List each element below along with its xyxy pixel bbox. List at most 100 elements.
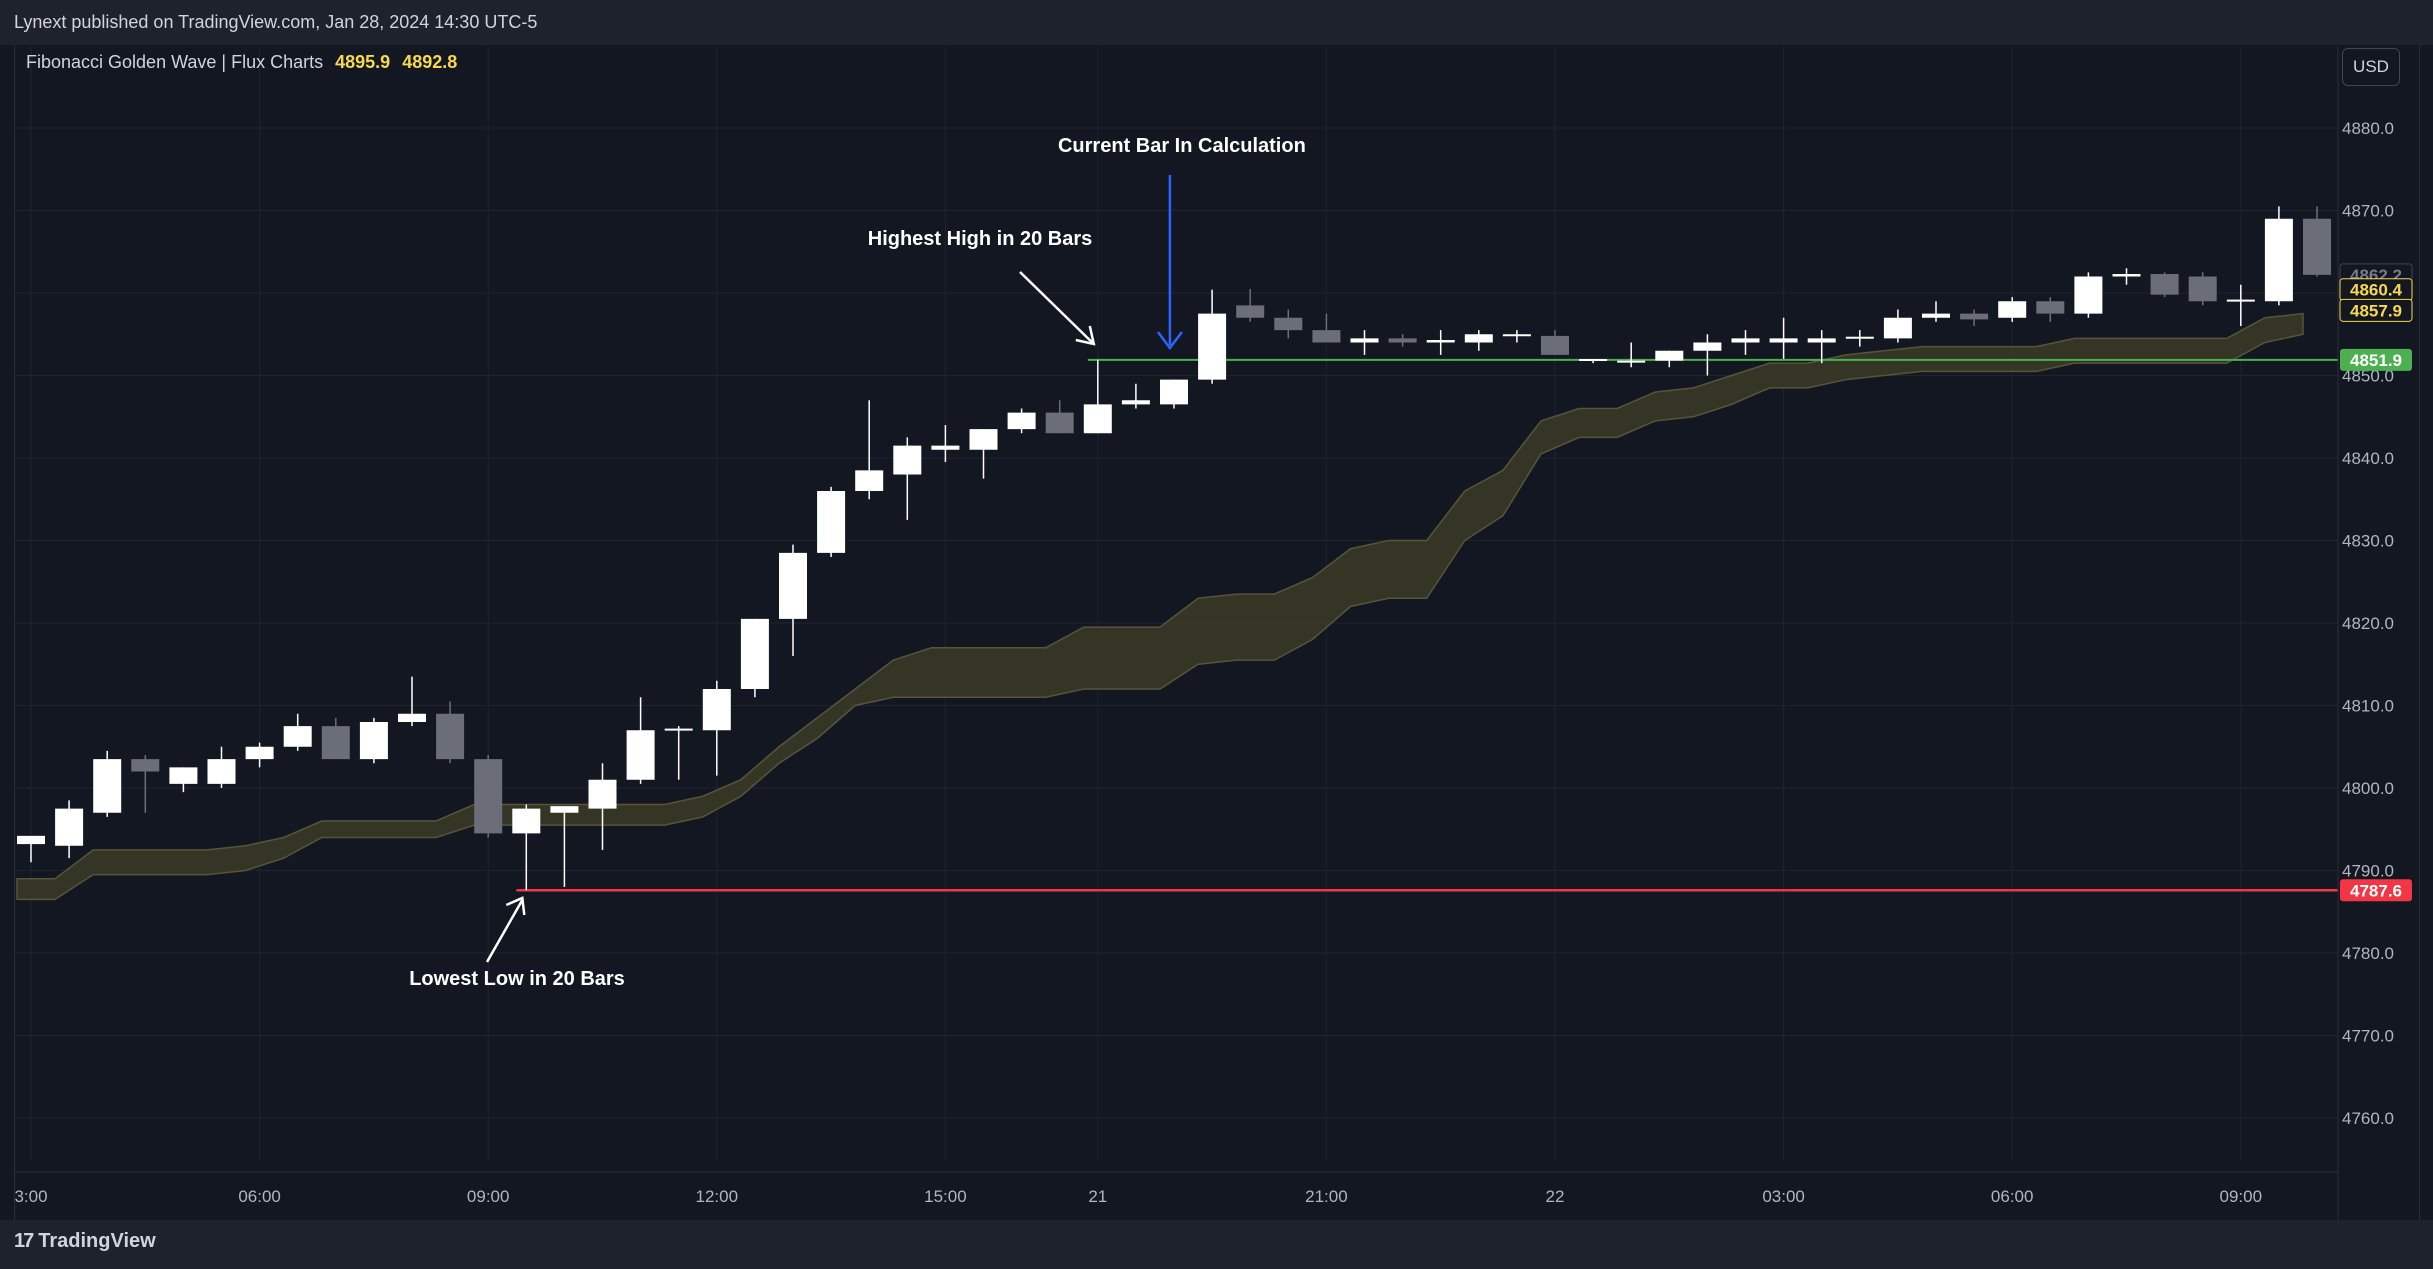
candle-body xyxy=(17,835,45,845)
candle-body xyxy=(1007,412,1036,430)
indicator-value-2: 4892.8 xyxy=(402,52,458,72)
publisher-text: Lynext published on TradingView.com, Jan… xyxy=(14,12,538,32)
candle-body xyxy=(1655,350,1684,361)
y-tick-label: 4820.0 xyxy=(2342,614,2394,633)
candle-body xyxy=(779,552,807,619)
candle-body xyxy=(1121,400,1150,405)
lowest-low-label: Lowest Low in 20 Bars xyxy=(409,968,625,990)
candle-body xyxy=(1350,338,1379,343)
y-tick-label: 4870.0 xyxy=(2342,202,2394,221)
level-lines xyxy=(516,358,2338,892)
candle-body xyxy=(1960,313,1989,320)
x-tick-label: 06:00 xyxy=(238,1187,281,1206)
candle-body xyxy=(2226,299,2255,302)
indicator-value-1: 4895.9 xyxy=(335,52,391,72)
golden-wave-band xyxy=(16,312,2304,901)
candle-body xyxy=(1312,330,1341,343)
footer-bar: 17 TradingView xyxy=(0,1220,2433,1269)
x-tick-label: 15:00 xyxy=(924,1187,967,1206)
candle-body xyxy=(1198,313,1227,380)
candle-body xyxy=(931,445,960,450)
candle-body xyxy=(1579,359,1608,361)
candle-body xyxy=(1693,342,1722,351)
candle-body xyxy=(702,689,731,731)
candle-body xyxy=(1883,317,1912,339)
price-tag-highest-high-bg xyxy=(2340,348,2412,371)
golden-wave-band-area xyxy=(16,312,2304,901)
candle-body xyxy=(1731,338,1760,343)
price-tag-lowest-low: 4787.6 xyxy=(2350,881,2402,900)
candle-body xyxy=(1426,340,1455,343)
annotations: Current Bar In Calculation Highest High i… xyxy=(409,135,1306,990)
candle-body xyxy=(1083,404,1112,434)
tradingview-brand[interactable]: 17 TradingView xyxy=(14,1230,156,1253)
candle-body xyxy=(512,808,541,834)
candle-body xyxy=(969,429,998,450)
candle-body xyxy=(588,779,617,809)
lowest-low-arrow-icon xyxy=(505,896,526,916)
candle-body xyxy=(207,759,236,784)
y-tick-label: 4840.0 xyxy=(2342,449,2394,468)
candle-body xyxy=(626,730,655,780)
tradingview-logo-icon: 17 xyxy=(14,1230,34,1252)
highest-high-arrow-icon xyxy=(1075,325,1096,346)
candle-body xyxy=(283,726,312,747)
candle-body xyxy=(2188,276,2217,302)
candle-body xyxy=(1236,305,1265,318)
candle-body xyxy=(436,713,465,760)
price-tag-wave: 4857.9 xyxy=(2350,301,2402,320)
y-tick-label: 4850.0 xyxy=(2342,367,2394,386)
candle-body xyxy=(55,808,84,846)
candle-body xyxy=(817,491,846,553)
candle-body xyxy=(93,759,122,813)
candle-body xyxy=(1617,360,1646,363)
price-tag-wave: 4860.4 xyxy=(2350,281,2403,300)
candle-body xyxy=(1464,334,1493,343)
x-tick-label: 21 xyxy=(1088,1187,1107,1206)
candle-body xyxy=(398,713,426,722)
candle-body xyxy=(550,806,579,813)
current-bar-arrow-icon xyxy=(1156,331,1183,351)
candle-body xyxy=(1845,336,1874,339)
candle-body xyxy=(1160,379,1188,405)
candle-body xyxy=(740,618,769,689)
currency-button[interactable]: USD xyxy=(2342,48,2400,86)
price-tag-highest-high: 4851.9 xyxy=(2350,351,2402,370)
candle-body xyxy=(2036,301,2065,314)
x-tick-label: 09:00 xyxy=(2220,1187,2263,1206)
candle-body xyxy=(1502,334,1531,337)
y-tick-label: 4780.0 xyxy=(2342,944,2394,963)
candle-body xyxy=(2303,218,2331,275)
candle-body xyxy=(169,767,198,784)
y-tick-label: 4760.0 xyxy=(2342,1109,2394,1128)
candle-body xyxy=(855,470,884,491)
candle-body xyxy=(1769,338,1798,343)
candle-body xyxy=(2112,274,2141,277)
x-tick-label: 22 xyxy=(1546,1187,1565,1206)
indicator-legend[interactable]: Fibonacci Golden Wave | Flux Charts 4895… xyxy=(26,52,457,73)
highest-high-arrow-shaft xyxy=(1019,271,1095,345)
lowest-low-arrow-shaft xyxy=(485,899,524,963)
candle-body xyxy=(1998,301,2027,318)
x-tick-label: 06:00 xyxy=(1991,1187,2034,1206)
candle-body xyxy=(1045,412,1074,434)
y-tick-label: 4880.0 xyxy=(2342,119,2394,138)
candle-body xyxy=(664,728,693,731)
candle-body xyxy=(474,759,503,834)
indicator-name: Fibonacci Golden Wave | Flux Charts xyxy=(26,52,324,72)
y-tick-label: 4790.0 xyxy=(2342,862,2394,881)
candle-body xyxy=(321,726,350,760)
axes: 4880.04870.04860.04850.04840.04830.04820… xyxy=(14,46,2394,1220)
candle-body xyxy=(1388,338,1417,343)
x-tick-label: 21:00 xyxy=(1305,1187,1348,1206)
candle-body xyxy=(2150,274,2179,295)
candle-body xyxy=(131,759,160,772)
highest-high-label: Highest High in 20 Bars xyxy=(868,228,1093,250)
price-tag-lowest-low-bg xyxy=(2340,879,2412,902)
x-tick-label: 03:00 xyxy=(1762,1187,1805,1206)
candle-body xyxy=(1807,338,1836,343)
candle-body xyxy=(359,722,388,760)
candle-body xyxy=(2074,276,2103,314)
